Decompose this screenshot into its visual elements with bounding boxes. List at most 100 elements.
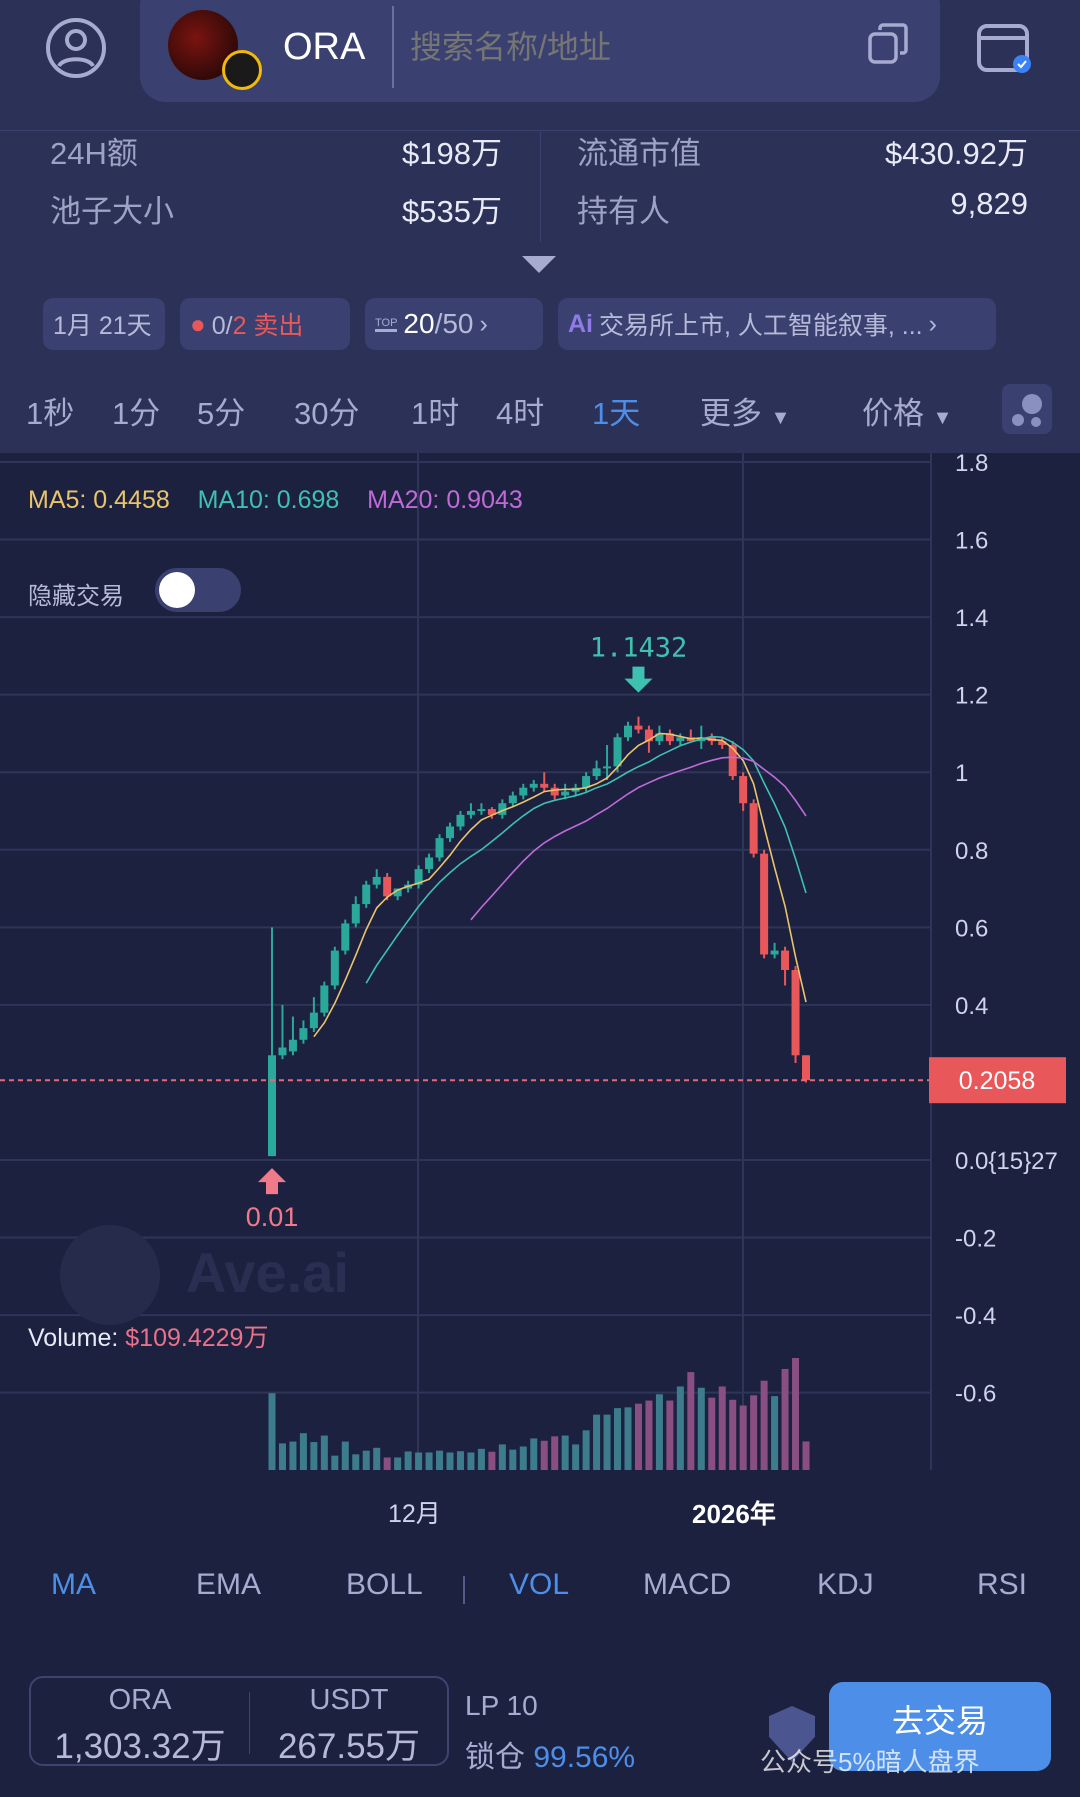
stat-label: 24H额 [50, 136, 138, 171]
wallet-icon[interactable] [976, 18, 1036, 78]
candle-body [351, 904, 360, 924]
current-price-label: 0.2058 [959, 1067, 1035, 1095]
indicator-ema[interactable]: EMA [196, 1568, 262, 1601]
price-mode-dropdown[interactable]: 价格 ▼ [862, 388, 952, 433]
volume-bar [645, 1400, 653, 1470]
volume-bar [404, 1451, 412, 1470]
candle-body [477, 809, 486, 812]
price-mode-label: 价格 [862, 396, 924, 431]
timeframe-1s[interactable]: 1秒 [26, 396, 75, 431]
candle-body [393, 888, 402, 897]
arrow-down-icon [624, 666, 653, 693]
copy-icon[interactable] [866, 22, 910, 66]
age-text: 1月 21天 [53, 312, 152, 340]
candle-body [435, 838, 444, 858]
volume-bar [289, 1441, 297, 1470]
y-tick-label: -0.4 [955, 1303, 996, 1330]
volume-bar [792, 1358, 800, 1470]
y-tick-label: 1.6 [955, 528, 988, 555]
volume-bar [614, 1408, 622, 1470]
expand-caret-icon[interactable] [522, 256, 556, 273]
candle-body [770, 950, 779, 955]
volume-bar [729, 1399, 737, 1470]
timeframe-30m[interactable]: 30分 [294, 396, 360, 431]
candle-body [299, 1028, 308, 1040]
volume-bar [320, 1435, 328, 1470]
candle-body [634, 725, 643, 730]
more-dropdown[interactable]: 更多 ▼ [700, 388, 790, 433]
candle-body [320, 985, 329, 1013]
indicator-rsi[interactable]: RSI [977, 1568, 1028, 1601]
volume-bar [456, 1451, 464, 1470]
volume-bar [697, 1387, 705, 1470]
volume-bar [310, 1442, 318, 1470]
volume-bar [467, 1452, 475, 1470]
y-tick-label: 0.8 [955, 838, 988, 865]
volume-bar [509, 1449, 517, 1470]
candle-body [728, 745, 737, 777]
candle-body [330, 950, 339, 986]
hide-trades-toggle[interactable] [155, 568, 241, 612]
volume-bar [436, 1450, 444, 1470]
top-holders-chip[interactable]: TOP 20/50 › [365, 298, 543, 350]
candle-body [749, 803, 758, 854]
volume-bar [624, 1407, 632, 1470]
indicator-vol[interactable]: VOL [509, 1568, 570, 1601]
volume-bar [331, 1455, 339, 1470]
sell-label: 卖出 [246, 312, 304, 340]
volume-bar [687, 1372, 695, 1470]
caret-down-icon: ▼ [932, 407, 953, 429]
volume-bar [498, 1444, 506, 1470]
y-tick-label: 1.8 [955, 453, 988, 477]
volume-bar [362, 1450, 370, 1470]
candle-body [268, 1055, 276, 1157]
user-icon[interactable] [44, 16, 108, 80]
tags-chip[interactable]: Ai 交易所上市, 人工智能叙事, ... › [558, 298, 996, 350]
volume-bar [540, 1440, 548, 1470]
timeframe-1h[interactable]: 1时 [411, 396, 460, 431]
stat-label: 池子大小 [50, 194, 174, 229]
volume-bar [760, 1380, 768, 1470]
volume-bar [373, 1447, 381, 1470]
y-tick-label: 0.6 [955, 915, 988, 942]
timeframe-1d[interactable]: 1天 [592, 396, 641, 431]
volume-bar [561, 1435, 569, 1470]
candle-body [592, 768, 601, 777]
candle-body [665, 733, 674, 742]
timeframe-1m[interactable]: 1分 [112, 396, 161, 431]
indicator-macd[interactable]: MACD [643, 1568, 732, 1601]
candle-body [613, 737, 622, 767]
go-trade-button[interactable]: 去交易 [829, 1682, 1051, 1771]
timeframe-4h[interactable]: 4时 [496, 396, 545, 431]
usdt-label: USDT [309, 1684, 389, 1716]
volume-bar [802, 1441, 810, 1470]
volume-label: Volume: [28, 1324, 126, 1352]
pool-reserves-box: ORA 1,303.32万 USDT 267.55万 [29, 1676, 449, 1766]
indicator-boll[interactable]: BOLL [346, 1568, 423, 1601]
sell-count: 0/ [211, 312, 233, 340]
y-tick-label: 0.0{15}27 [955, 1148, 1058, 1175]
candle-body [550, 787, 559, 796]
candle-body [288, 1039, 297, 1052]
sell-chip[interactable]: ● 0/2 卖出 [180, 298, 350, 350]
volume-bar [666, 1400, 674, 1470]
search-input[interactable] [410, 22, 830, 72]
volume-bar [488, 1451, 496, 1470]
divider [249, 1692, 250, 1754]
price-chart[interactable]: 1.8 1.6 1.4 1.2 1 0.8 0.6 0.4 0.0{15}27 -0.2 -0.4 -… [0, 453, 1080, 1470]
indicator-ma[interactable]: MA [51, 1568, 96, 1601]
indicator-kdj[interactable]: KDJ [817, 1568, 874, 1601]
ma20-value: MA20: 0.9043 [367, 486, 523, 514]
lock-info: 锁仓 99.56% [465, 1732, 635, 1776]
candle-body [362, 884, 371, 905]
stat-value: $430.92万 [884, 136, 1028, 171]
chart-settings-button[interactable] [1002, 384, 1052, 434]
top-total: /50 [434, 308, 474, 339]
timeframe-5m[interactable]: 5分 [197, 396, 246, 431]
volume-bar [739, 1405, 747, 1470]
lp-count: LP 10 [465, 1690, 538, 1721]
wechat-watermark: 公众号5%暗人盘界 [760, 1747, 980, 1777]
candle-body [644, 729, 653, 742]
lock-percent: 99.56% [533, 1741, 636, 1774]
stat-label: 流通市值 [577, 136, 701, 171]
